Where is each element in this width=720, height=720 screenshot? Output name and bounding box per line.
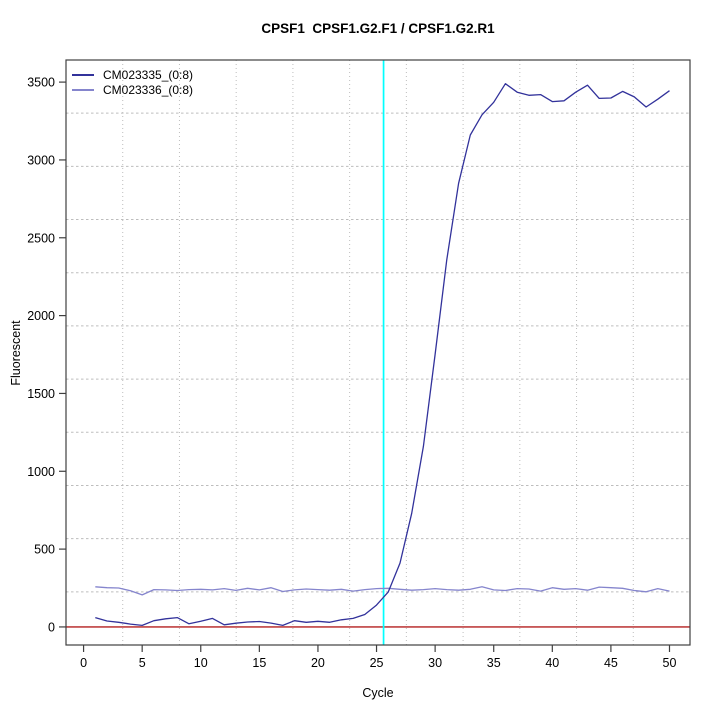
x-tick-label: 40 xyxy=(545,656,559,670)
y-tick-label: 1500 xyxy=(27,387,55,401)
y-tick-label: 3500 xyxy=(27,76,55,90)
plot-border xyxy=(65,59,691,646)
x-tick-label: 0 xyxy=(80,656,87,670)
legend-entry-cm023336: CM023336_(0:8) xyxy=(72,82,193,97)
x-tick-label: 15 xyxy=(252,656,266,670)
legend-entry-cm023335: CM023335_(0:8) xyxy=(72,67,193,82)
legend-label-1: CM023335_(0:8) xyxy=(103,67,194,82)
y-tick-label: 1000 xyxy=(27,465,55,479)
x-tick-label: 20 xyxy=(311,656,325,670)
x-tick-label: 35 xyxy=(487,656,501,670)
y-tick-label: 3000 xyxy=(27,153,55,167)
x-tick-label: 25 xyxy=(370,656,384,670)
x-tick-label: 30 xyxy=(428,656,442,670)
series-line-CM023335_(0:8) xyxy=(95,83,670,627)
x-tick-label: 50 xyxy=(663,656,677,670)
chart-title: CPSF1 CPSF1.G2.F1 / CPSF1.G2.R1 xyxy=(261,21,495,36)
legend-line-swatch-2 xyxy=(72,88,94,91)
x-tick-label: 10 xyxy=(194,656,208,670)
series-line-CM023336_(0:8) xyxy=(95,586,670,596)
legend-line-swatch-1 xyxy=(72,73,94,76)
legend-label-2: CM023336_(0:8) xyxy=(103,82,194,97)
y-tick-label: 0 xyxy=(48,620,55,634)
legend: CM023335_(0:8) CM023336_(0:8) xyxy=(72,67,193,97)
y-tick-label: 2000 xyxy=(27,309,55,323)
x-tick-label: 45 xyxy=(604,656,618,670)
y-tick-label: 500 xyxy=(34,543,55,557)
x-tick-label: 5 xyxy=(139,656,146,670)
x-axis-title: Cycle xyxy=(362,686,394,700)
y-tick-label: 2500 xyxy=(27,231,55,245)
y-axis-title: Fluorescent xyxy=(9,320,23,386)
